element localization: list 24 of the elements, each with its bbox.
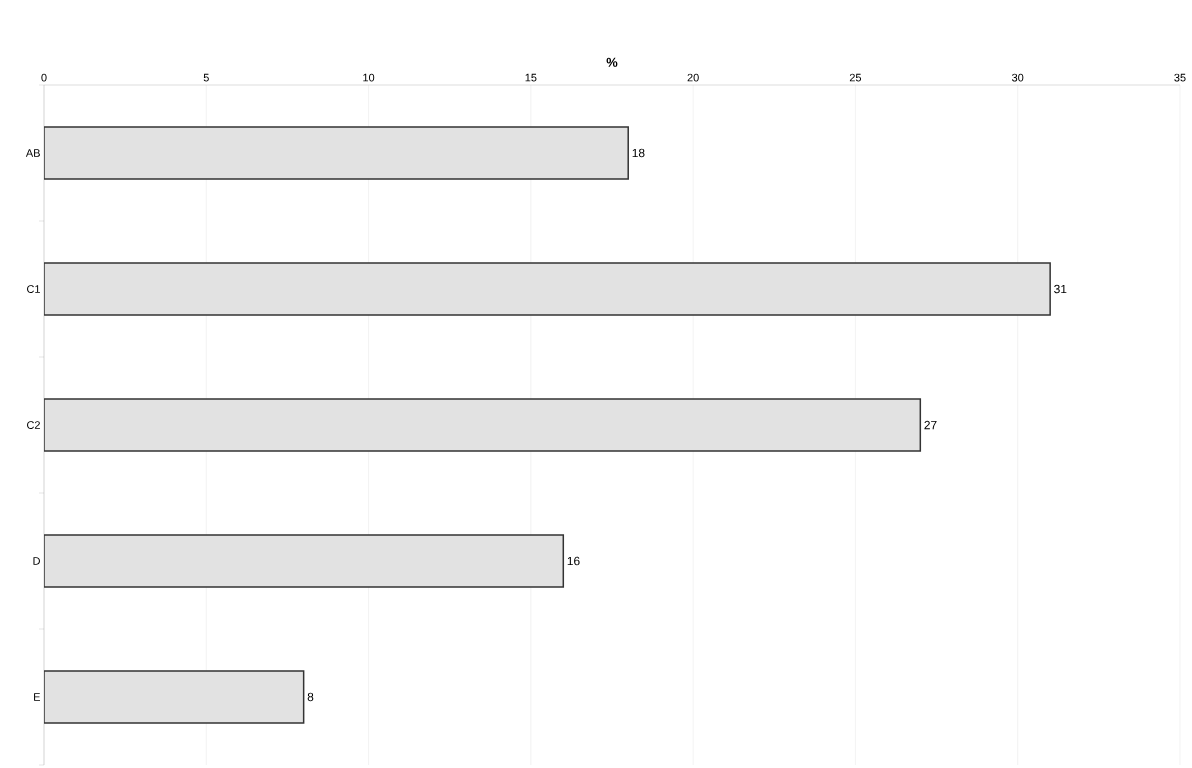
data-label: 18 [632,148,645,158]
y-tick-label: D [33,557,40,565]
x-tick-label: 0 [41,73,47,82]
x-tick-label: 25 [849,73,862,82]
data-label: 8 [307,692,314,702]
data-label: 27 [924,420,937,430]
bar [44,262,1051,316]
y-tick-label: C1 [27,285,40,293]
bar [44,670,305,724]
data-label: 31 [1054,284,1067,294]
bar [44,398,922,452]
bar [44,534,565,588]
y-tick-label: C2 [27,421,40,429]
x-tick-label: 30 [1012,73,1024,82]
x-tick-label: 10 [363,73,375,82]
y-tick-label: AB [25,149,40,157]
x-axis-title: % [606,57,618,67]
x-tick-label: 15 [525,73,537,82]
y-tick-label: E [34,693,40,701]
x-tick-label: 20 [687,73,699,82]
bar [44,126,629,180]
x-tick-label: 35 [1174,73,1186,82]
x-tick-label: 5 [203,73,209,82]
data-label: 16 [567,556,580,566]
